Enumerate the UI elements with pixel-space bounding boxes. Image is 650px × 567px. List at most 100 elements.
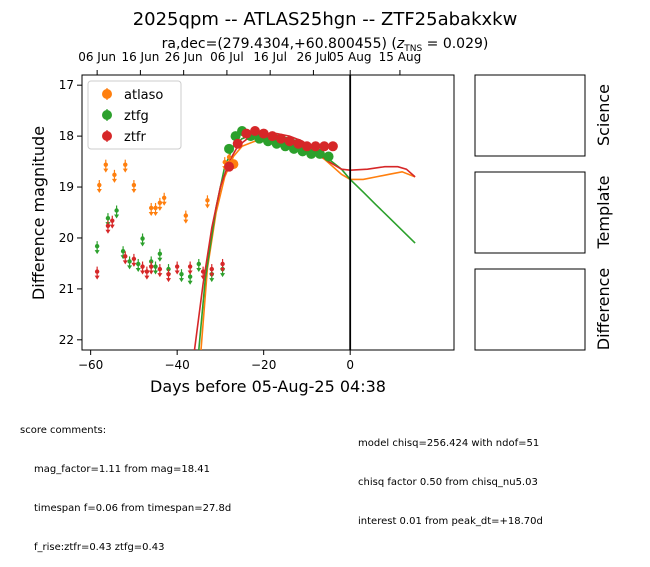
top-tick-label: 05 Aug <box>329 50 372 64</box>
upper-limit-ztfg <box>196 258 202 272</box>
upper-limit-ztfr <box>187 261 193 275</box>
score-comments-header: score comments: <box>20 425 107 436</box>
upper-limit-ztfr <box>220 258 226 272</box>
upper-limit-atlaso <box>153 202 159 216</box>
score-comment-line: f_rise:ztfr=0.43 ztfg=0.43 <box>34 542 165 553</box>
y-tick-label: 17 <box>59 78 74 92</box>
model-curve-ztfr <box>193 132 416 350</box>
x-axis-ticks: −60 −40 −20 0 <box>78 350 354 372</box>
detection-point-ztfr <box>301 141 312 152</box>
upper-limit-atlaso <box>122 159 128 173</box>
top-tick-label: 16 Jul <box>253 50 287 64</box>
figure-title: 2025qpm -- ATLAS25hgn -- ZTF25abakxkw <box>133 9 518 30</box>
upper-limit-ztfg <box>94 241 100 255</box>
detection-point-ztfr <box>275 133 286 144</box>
upper-limit-atlaso <box>204 195 210 209</box>
detection-point-ztfr <box>241 128 252 139</box>
detection-point-ztfr <box>224 161 235 172</box>
figure: 2025qpm -- ATLAS25hgn -- ZTF25abakxkw ra… <box>29 9 613 396</box>
detection-point-ztfg <box>323 151 334 162</box>
y-tick-label: 18 <box>59 129 74 143</box>
upper-limit-atlaso <box>103 159 109 173</box>
detection-point-ztfr <box>284 136 295 147</box>
plot-frame <box>81 74 455 351</box>
top-tick-label: 06 Jun <box>78 50 116 64</box>
detection-point-ztfg <box>314 148 325 159</box>
x-tick-label: 0 <box>346 358 354 372</box>
detection-point-ztfr <box>293 138 304 149</box>
top-tick-label: 06 Jul <box>210 50 244 64</box>
upper-limit-ztfr <box>174 261 180 275</box>
template-panel <box>474 171 586 254</box>
detection-point-ztfr <box>327 141 338 152</box>
upper-limit-ztfg <box>127 256 133 270</box>
upper-limit-ztfr <box>148 261 154 275</box>
figure-subtitle: ra,dec=(279.4304,+60.800455) (zTNS = 0.0… <box>162 36 489 54</box>
difference-panel-label: Difference <box>594 268 613 350</box>
y-tick-label: 21 <box>59 282 74 296</box>
upper-limit-ztfg <box>178 269 184 283</box>
upper-limit-ztfr <box>209 264 215 278</box>
score-comments-left: score comments: mag_factor=1.11 from mag… <box>20 398 231 567</box>
science-panel-label: Science <box>594 84 613 146</box>
model-comment-line: model chisq=256.424 with ndof=51 <box>358 438 540 449</box>
subtitle-tns: TNS <box>403 44 422 54</box>
upper-limit-ztfg <box>135 258 141 272</box>
detection-point-ztfr <box>319 141 330 152</box>
detection-point-ztfg <box>306 148 317 159</box>
top-tick-label: 26 Jun <box>165 50 203 64</box>
upper-limit-ztfr <box>94 266 100 280</box>
legend-marker-ztfg <box>102 110 112 120</box>
score-comments-right: model chisq=256.424 with ndof=51 chisq f… <box>358 411 543 541</box>
detection-markers <box>224 126 338 172</box>
x-tick-label: −20 <box>251 358 276 372</box>
top-tick-label: 16 Jun <box>121 50 159 64</box>
top-tick-label: 26 Jul <box>297 50 331 64</box>
legend-label-atlaso: atlaso <box>124 88 163 103</box>
x-axis-label: Days before 05-Aug-25 04:38 <box>150 377 386 396</box>
subtitle-suffix: = 0.029) <box>422 36 488 52</box>
lightcurve-plot: −60 −40 −20 0 17 18 19 20 21 22 06 Jun 16 Jun 26 J… <box>29 50 455 396</box>
detection-point-ztfr <box>250 126 261 137</box>
upper-limit-ztfr <box>122 251 128 265</box>
upper-limit-ztfr <box>105 220 111 234</box>
detection-point-ztfr <box>310 141 321 152</box>
upper-limit-ztfg <box>114 205 120 219</box>
upper-limit-ztfg <box>157 248 163 262</box>
upper-limit-ztfr <box>166 269 172 283</box>
model-comment-line: chisq factor 0.50 from chisq_nu5.03 <box>358 477 538 488</box>
upper-limit-ztfg <box>140 233 146 247</box>
y-axis-label: Difference magnitude <box>29 126 48 300</box>
legend-marker-atlaso <box>102 89 112 99</box>
upper-limit-atlaso <box>183 210 189 224</box>
y-tick-label: 20 <box>59 231 74 245</box>
subtitle-z: z <box>396 36 405 52</box>
upper-limit-ztfr <box>109 215 115 229</box>
y-axis-ticks: 17 18 19 20 21 22 <box>59 78 82 347</box>
legend-label-ztfr: ztfr <box>124 130 146 145</box>
detection-point-ztfr <box>267 131 278 142</box>
y-tick-label: 19 <box>59 180 74 194</box>
upper-limit-atlaso <box>96 180 102 194</box>
upper-limit-atlaso <box>157 197 163 211</box>
detection-point-ztfr <box>232 138 243 149</box>
legend-frame <box>87 80 182 150</box>
science-panel <box>474 74 586 157</box>
legend-marker-ztfr <box>102 131 112 141</box>
x-tick-label: −60 <box>78 358 103 372</box>
score-comment-line: mag_factor=1.11 from mag=18.41 <box>34 464 211 475</box>
template-panel-label: Template <box>594 175 613 249</box>
legend: atlaso ztfg ztfr <box>87 80 182 150</box>
upper-limit-atlaso <box>131 180 137 194</box>
model-curve-atlaso <box>200 140 416 350</box>
x-tick-label: −40 <box>164 358 189 372</box>
upper-limit-atlaso <box>148 202 154 216</box>
upper-limit-markers <box>94 152 232 285</box>
detection-point-ztfr <box>258 128 269 139</box>
top-tick-label: 15 Aug <box>379 50 422 64</box>
subtitle-prefix: ra,dec=(279.4304,+60.800455) ( <box>162 36 397 52</box>
legend-label-ztfg: ztfg <box>124 109 149 124</box>
upper-limit-atlaso <box>111 169 117 183</box>
upper-limit-atlaso <box>161 192 167 206</box>
